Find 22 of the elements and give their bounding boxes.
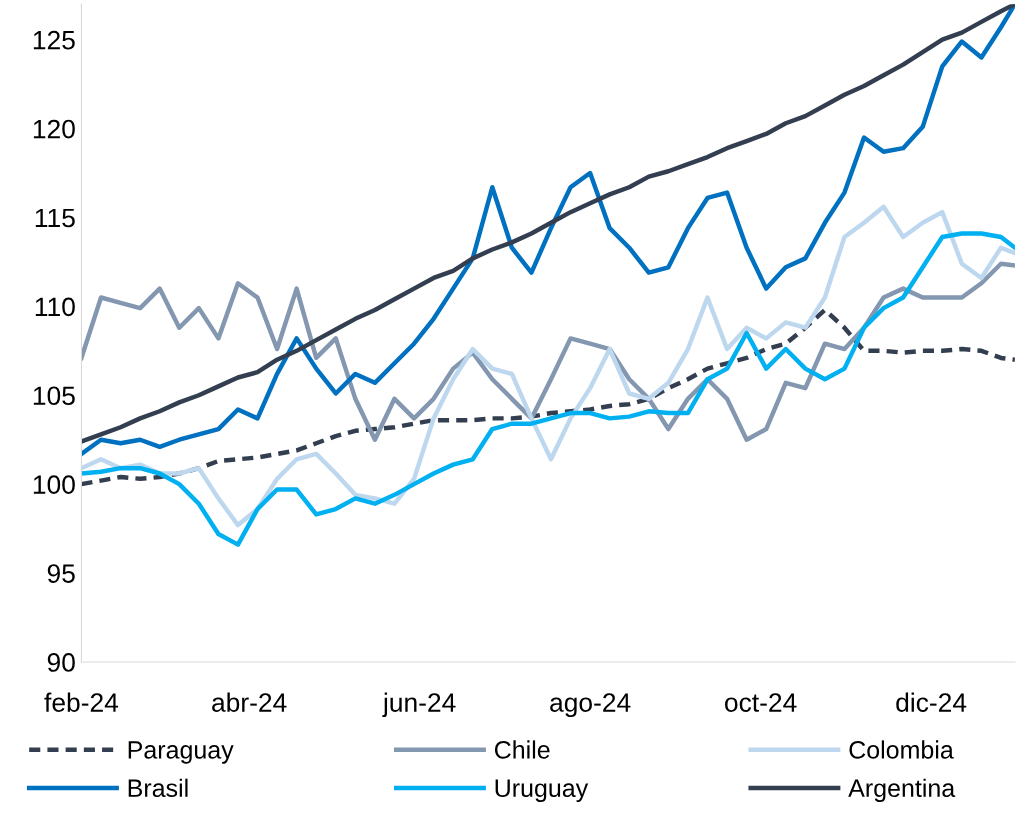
y-tick-label: 90 [47, 653, 75, 672]
x-tick-label: ago-24 [550, 693, 631, 718]
legend-label: Colombia [849, 740, 954, 759]
x-tick-label: abr-24 [212, 692, 287, 712]
x-tick-label: feb-24 [44, 692, 119, 712]
x-tick-label: dic-24 [896, 692, 967, 712]
y-tick-label: 125 [33, 30, 75, 50]
legend-label: Argentina [848, 778, 956, 802]
y-tick-label: 95 [47, 564, 75, 583]
y-tick-label: 120 [33, 119, 75, 139]
y-tick-label: 110 [35, 297, 75, 317]
legend-label: Uruguay [495, 779, 589, 802]
x-tick-label: jun-24 [382, 692, 456, 718]
legend-label: Chile [494, 740, 550, 759]
legend-label: Brasil [128, 778, 188, 798]
x-tick-label: oct-24 [725, 693, 797, 712]
y-tick-label: 105 [33, 386, 75, 406]
y-tick-label: 115 [35, 208, 75, 228]
line-series [81, 261, 1015, 442]
y-tick-label: 100 [33, 475, 75, 494]
legend-label: Paraguay [128, 741, 234, 764]
line-series [81, 307, 1015, 487]
